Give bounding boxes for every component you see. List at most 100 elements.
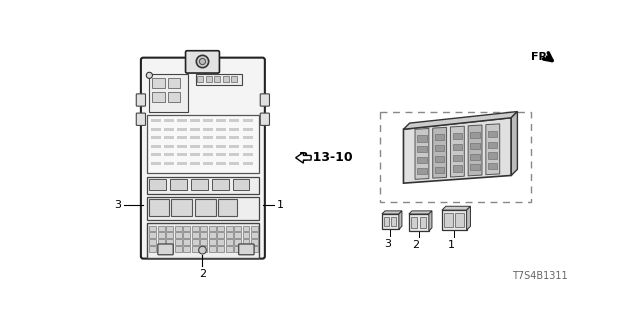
Bar — [191, 179, 208, 190]
Bar — [452, 155, 462, 161]
Bar — [164, 119, 174, 122]
Bar — [225, 232, 232, 238]
Text: FR.: FR. — [531, 52, 552, 62]
Bar — [192, 246, 198, 252]
Bar — [164, 136, 174, 139]
Bar — [234, 246, 241, 252]
Text: 1: 1 — [448, 240, 454, 250]
Text: 3: 3 — [384, 239, 391, 249]
Bar — [452, 133, 462, 139]
Circle shape — [147, 72, 152, 78]
Text: 1: 1 — [276, 200, 284, 210]
Bar — [470, 132, 480, 138]
Bar — [158, 246, 164, 252]
Bar — [216, 128, 227, 131]
Bar — [166, 246, 173, 252]
Polygon shape — [433, 127, 447, 178]
Text: 3: 3 — [115, 200, 122, 210]
Bar — [243, 162, 253, 165]
Bar — [149, 226, 156, 231]
Bar — [168, 78, 180, 88]
Bar — [243, 145, 253, 148]
Bar — [149, 239, 156, 245]
Bar — [177, 162, 187, 165]
Bar — [183, 239, 190, 245]
Bar — [452, 165, 462, 172]
Bar — [152, 92, 164, 101]
FancyBboxPatch shape — [186, 51, 220, 73]
Bar — [382, 214, 399, 229]
Bar — [420, 217, 426, 228]
FancyBboxPatch shape — [239, 244, 254, 255]
Text: T7S4B1311: T7S4B1311 — [512, 271, 568, 281]
Bar — [231, 76, 237, 82]
Bar — [166, 232, 173, 238]
Bar — [251, 226, 258, 231]
Bar — [190, 136, 200, 139]
Bar — [192, 239, 198, 245]
Bar — [380, 112, 531, 203]
Bar — [190, 128, 200, 131]
Bar — [455, 213, 463, 227]
Bar — [234, 232, 241, 238]
Bar — [470, 154, 480, 160]
Text: B-13-10: B-13-10 — [299, 151, 353, 164]
Polygon shape — [429, 211, 432, 231]
Circle shape — [200, 59, 205, 65]
Bar — [417, 157, 427, 163]
Bar — [435, 134, 444, 140]
Bar — [171, 199, 193, 216]
Bar — [195, 199, 216, 216]
Bar — [243, 128, 253, 131]
Bar — [164, 153, 174, 156]
Bar — [183, 226, 190, 231]
Bar — [216, 153, 227, 156]
Bar — [470, 143, 480, 149]
Bar — [175, 226, 182, 231]
Bar — [151, 145, 161, 148]
Bar — [209, 226, 216, 231]
Circle shape — [196, 55, 209, 68]
Bar — [190, 119, 200, 122]
Bar — [177, 145, 187, 148]
Bar — [232, 179, 250, 190]
Bar — [200, 226, 207, 231]
Bar — [166, 239, 173, 245]
Bar — [417, 168, 427, 174]
Bar — [216, 145, 227, 148]
Bar — [488, 141, 497, 148]
Bar — [217, 239, 224, 245]
Bar — [234, 239, 241, 245]
Bar — [214, 76, 220, 82]
Bar — [151, 162, 161, 165]
Bar — [147, 223, 259, 258]
Polygon shape — [296, 152, 311, 163]
Bar — [243, 226, 250, 231]
Bar — [230, 153, 239, 156]
Bar — [200, 232, 207, 238]
Bar — [234, 226, 241, 231]
Bar — [223, 76, 228, 82]
Bar — [209, 232, 216, 238]
Polygon shape — [382, 211, 402, 214]
Text: 2: 2 — [199, 269, 206, 279]
Bar — [158, 226, 164, 231]
Bar — [183, 232, 190, 238]
Bar — [205, 76, 212, 82]
Bar — [243, 246, 250, 252]
Bar — [212, 179, 228, 190]
Bar — [158, 239, 164, 245]
FancyBboxPatch shape — [158, 244, 173, 255]
Bar — [417, 146, 427, 152]
Bar — [177, 136, 187, 139]
Bar — [230, 136, 239, 139]
Bar — [177, 153, 187, 156]
Bar — [488, 152, 497, 158]
Bar — [442, 210, 467, 230]
FancyArrowPatch shape — [543, 53, 552, 60]
Bar — [217, 246, 224, 252]
Bar — [470, 164, 480, 171]
Bar — [190, 145, 200, 148]
Bar — [147, 116, 259, 173]
FancyBboxPatch shape — [136, 113, 145, 125]
